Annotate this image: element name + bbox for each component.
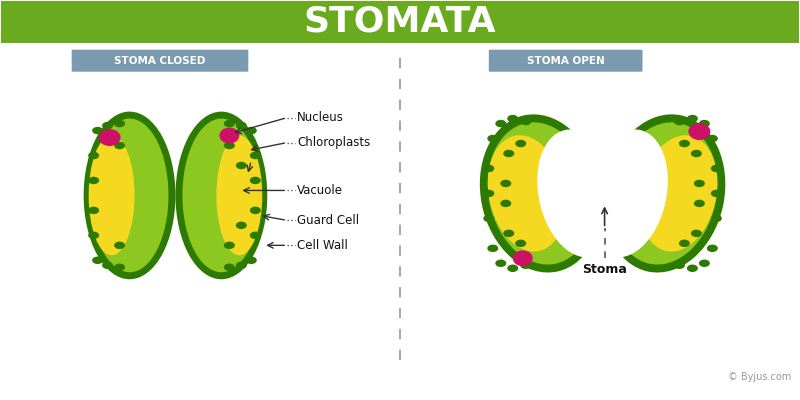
FancyBboxPatch shape bbox=[72, 50, 248, 72]
Ellipse shape bbox=[520, 262, 531, 269]
Ellipse shape bbox=[515, 240, 526, 247]
Ellipse shape bbox=[691, 150, 702, 157]
Text: Nucleus: Nucleus bbox=[298, 111, 344, 124]
Ellipse shape bbox=[515, 140, 526, 147]
Ellipse shape bbox=[216, 136, 262, 255]
Ellipse shape bbox=[102, 122, 113, 129]
Ellipse shape bbox=[603, 114, 726, 272]
Text: Chloroplasts: Chloroplasts bbox=[298, 136, 370, 149]
Ellipse shape bbox=[250, 152, 261, 159]
Ellipse shape bbox=[495, 120, 506, 127]
Ellipse shape bbox=[507, 115, 518, 122]
Ellipse shape bbox=[236, 262, 247, 269]
Ellipse shape bbox=[89, 136, 134, 255]
Ellipse shape bbox=[586, 130, 668, 258]
Ellipse shape bbox=[98, 129, 121, 146]
Ellipse shape bbox=[236, 162, 247, 169]
FancyBboxPatch shape bbox=[489, 50, 642, 72]
Ellipse shape bbox=[707, 135, 718, 142]
Ellipse shape bbox=[224, 264, 235, 271]
Ellipse shape bbox=[513, 250, 533, 266]
Ellipse shape bbox=[487, 244, 498, 252]
Ellipse shape bbox=[689, 123, 710, 140]
Ellipse shape bbox=[694, 200, 705, 207]
Ellipse shape bbox=[707, 244, 718, 252]
Ellipse shape bbox=[480, 114, 602, 272]
Ellipse shape bbox=[88, 207, 99, 214]
Ellipse shape bbox=[691, 230, 702, 237]
Ellipse shape bbox=[538, 130, 620, 258]
Ellipse shape bbox=[88, 177, 99, 184]
Ellipse shape bbox=[495, 260, 506, 267]
Ellipse shape bbox=[90, 118, 169, 272]
Ellipse shape bbox=[92, 127, 103, 134]
Text: © Byjus.com: © Byjus.com bbox=[728, 372, 791, 382]
Ellipse shape bbox=[679, 240, 690, 247]
Ellipse shape bbox=[224, 142, 235, 149]
Ellipse shape bbox=[674, 262, 685, 269]
Ellipse shape bbox=[114, 264, 125, 271]
Ellipse shape bbox=[520, 118, 531, 125]
Ellipse shape bbox=[711, 215, 722, 222]
Ellipse shape bbox=[236, 122, 247, 129]
Ellipse shape bbox=[114, 120, 125, 127]
Ellipse shape bbox=[503, 150, 514, 157]
Ellipse shape bbox=[487, 135, 498, 142]
Ellipse shape bbox=[699, 120, 710, 127]
Ellipse shape bbox=[507, 264, 518, 272]
Text: Stoma: Stoma bbox=[582, 263, 627, 276]
Ellipse shape bbox=[699, 260, 710, 267]
Ellipse shape bbox=[500, 180, 511, 187]
Ellipse shape bbox=[711, 190, 722, 197]
Ellipse shape bbox=[175, 112, 267, 279]
Ellipse shape bbox=[694, 180, 705, 187]
Ellipse shape bbox=[483, 165, 494, 172]
Ellipse shape bbox=[639, 135, 718, 252]
Ellipse shape bbox=[679, 140, 690, 147]
Ellipse shape bbox=[182, 118, 260, 272]
Ellipse shape bbox=[92, 256, 103, 264]
Ellipse shape bbox=[503, 230, 514, 237]
Text: STOMATA: STOMATA bbox=[304, 5, 496, 39]
Ellipse shape bbox=[219, 128, 239, 144]
Ellipse shape bbox=[114, 242, 125, 249]
Ellipse shape bbox=[102, 262, 113, 269]
Ellipse shape bbox=[488, 135, 566, 252]
Ellipse shape bbox=[500, 200, 511, 207]
Ellipse shape bbox=[250, 207, 261, 214]
Text: Guard Cell: Guard Cell bbox=[298, 214, 359, 227]
Ellipse shape bbox=[483, 190, 494, 197]
Ellipse shape bbox=[236, 222, 247, 229]
Ellipse shape bbox=[246, 127, 257, 134]
Ellipse shape bbox=[674, 118, 685, 125]
Text: Vacuole: Vacuole bbox=[298, 184, 343, 197]
Ellipse shape bbox=[483, 215, 494, 222]
Ellipse shape bbox=[88, 232, 99, 239]
Ellipse shape bbox=[246, 256, 257, 264]
Ellipse shape bbox=[250, 232, 261, 239]
Text: STOMA CLOSED: STOMA CLOSED bbox=[114, 56, 206, 66]
Text: STOMA OPEN: STOMA OPEN bbox=[526, 56, 605, 66]
Ellipse shape bbox=[687, 264, 698, 272]
Ellipse shape bbox=[250, 177, 261, 184]
Bar bbox=[1, 1, 799, 43]
Ellipse shape bbox=[224, 242, 235, 249]
Text: Cell Wall: Cell Wall bbox=[298, 239, 348, 252]
Ellipse shape bbox=[88, 152, 99, 159]
Ellipse shape bbox=[224, 120, 235, 127]
Ellipse shape bbox=[611, 122, 718, 264]
Ellipse shape bbox=[687, 115, 698, 122]
Ellipse shape bbox=[711, 165, 722, 172]
Ellipse shape bbox=[114, 142, 125, 149]
Ellipse shape bbox=[84, 112, 175, 279]
Ellipse shape bbox=[488, 122, 594, 264]
